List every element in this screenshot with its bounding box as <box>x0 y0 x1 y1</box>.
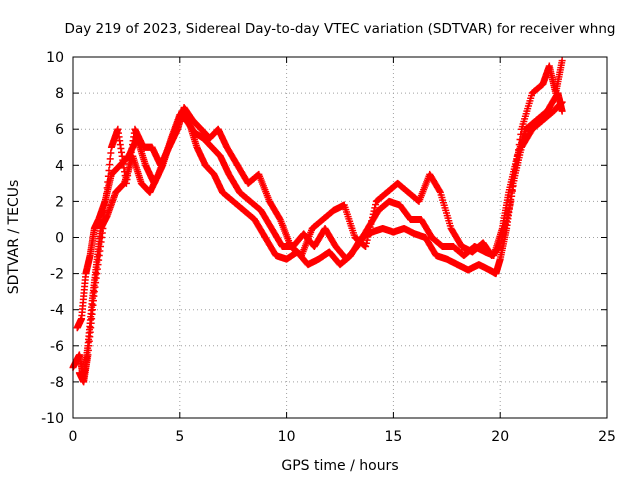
data-point <box>517 130 525 138</box>
data-point <box>499 230 507 238</box>
x-axis-label: GPS time / hours <box>281 458 398 474</box>
data-point <box>507 197 515 205</box>
series-track-b <box>73 89 566 332</box>
x-tick-label: 10 <box>278 429 296 445</box>
data-point <box>509 182 517 190</box>
y-tick-label: -8 <box>50 375 64 391</box>
data-point <box>367 220 375 228</box>
data-point <box>511 172 519 180</box>
x-tick-label: 15 <box>384 429 402 445</box>
data-point <box>498 233 506 241</box>
data-point <box>366 223 374 231</box>
data-point <box>365 226 373 234</box>
data-point <box>515 146 523 154</box>
data-point <box>369 210 377 218</box>
data-point <box>505 204 513 212</box>
data-point <box>512 161 520 169</box>
data-point <box>515 141 523 149</box>
data-point <box>370 207 378 215</box>
data-point <box>372 201 380 209</box>
x-tick-label: 20 <box>491 429 509 445</box>
data-point <box>362 239 370 247</box>
data-point <box>368 217 376 225</box>
data-point <box>558 57 566 65</box>
series-track-c <box>75 57 566 386</box>
data-point <box>508 192 516 200</box>
data-point <box>501 223 509 231</box>
data-point <box>364 233 372 241</box>
data-point <box>365 230 373 238</box>
y-tick-label: 6 <box>55 122 64 138</box>
data-point <box>371 204 379 212</box>
data-point <box>508 187 516 195</box>
data-point <box>503 214 511 222</box>
chart-title: Day 219 of 2023, Sidereal Day-to-day VTE… <box>65 21 616 37</box>
x-tick-label: 25 <box>598 429 616 445</box>
data-point <box>368 214 376 222</box>
data-point <box>502 217 510 225</box>
y-tick-label: -10 <box>41 411 64 427</box>
x-tick-label: 5 <box>175 429 184 445</box>
y-tick-label: 4 <box>55 158 64 174</box>
series-layer <box>69 57 566 386</box>
data-point <box>496 243 504 251</box>
y-axis-label: SDTVAR / TECUs <box>6 180 22 295</box>
data-point <box>504 210 512 218</box>
x-tick-label: 0 <box>69 429 78 445</box>
ticks: 0 5 10 15 20 25 -10 -8 -6 -4 -2 0 2 4 6 8 10 <box>41 50 616 445</box>
data-point <box>558 107 566 115</box>
data-point <box>362 243 370 251</box>
data-point <box>510 177 518 185</box>
data-point <box>363 236 371 244</box>
data-point <box>498 236 506 244</box>
data-point <box>436 187 444 195</box>
data-point <box>506 201 514 209</box>
data-point <box>511 166 519 174</box>
data-point <box>514 151 522 159</box>
data-point <box>502 220 510 228</box>
y-tick-label: 2 <box>55 194 64 210</box>
y-tick-label: -6 <box>50 339 64 355</box>
data-point <box>513 156 521 164</box>
y-tick-label: 0 <box>55 231 64 247</box>
data-point <box>505 207 513 215</box>
data-point <box>497 239 505 247</box>
data-point <box>500 226 508 234</box>
y-tick-label: 10 <box>46 50 64 66</box>
y-tick-label: -2 <box>50 267 64 283</box>
data-point <box>275 214 283 222</box>
y-tick-label: 8 <box>55 86 64 102</box>
y-tick-label: -4 <box>50 303 64 319</box>
data-point <box>516 136 524 144</box>
